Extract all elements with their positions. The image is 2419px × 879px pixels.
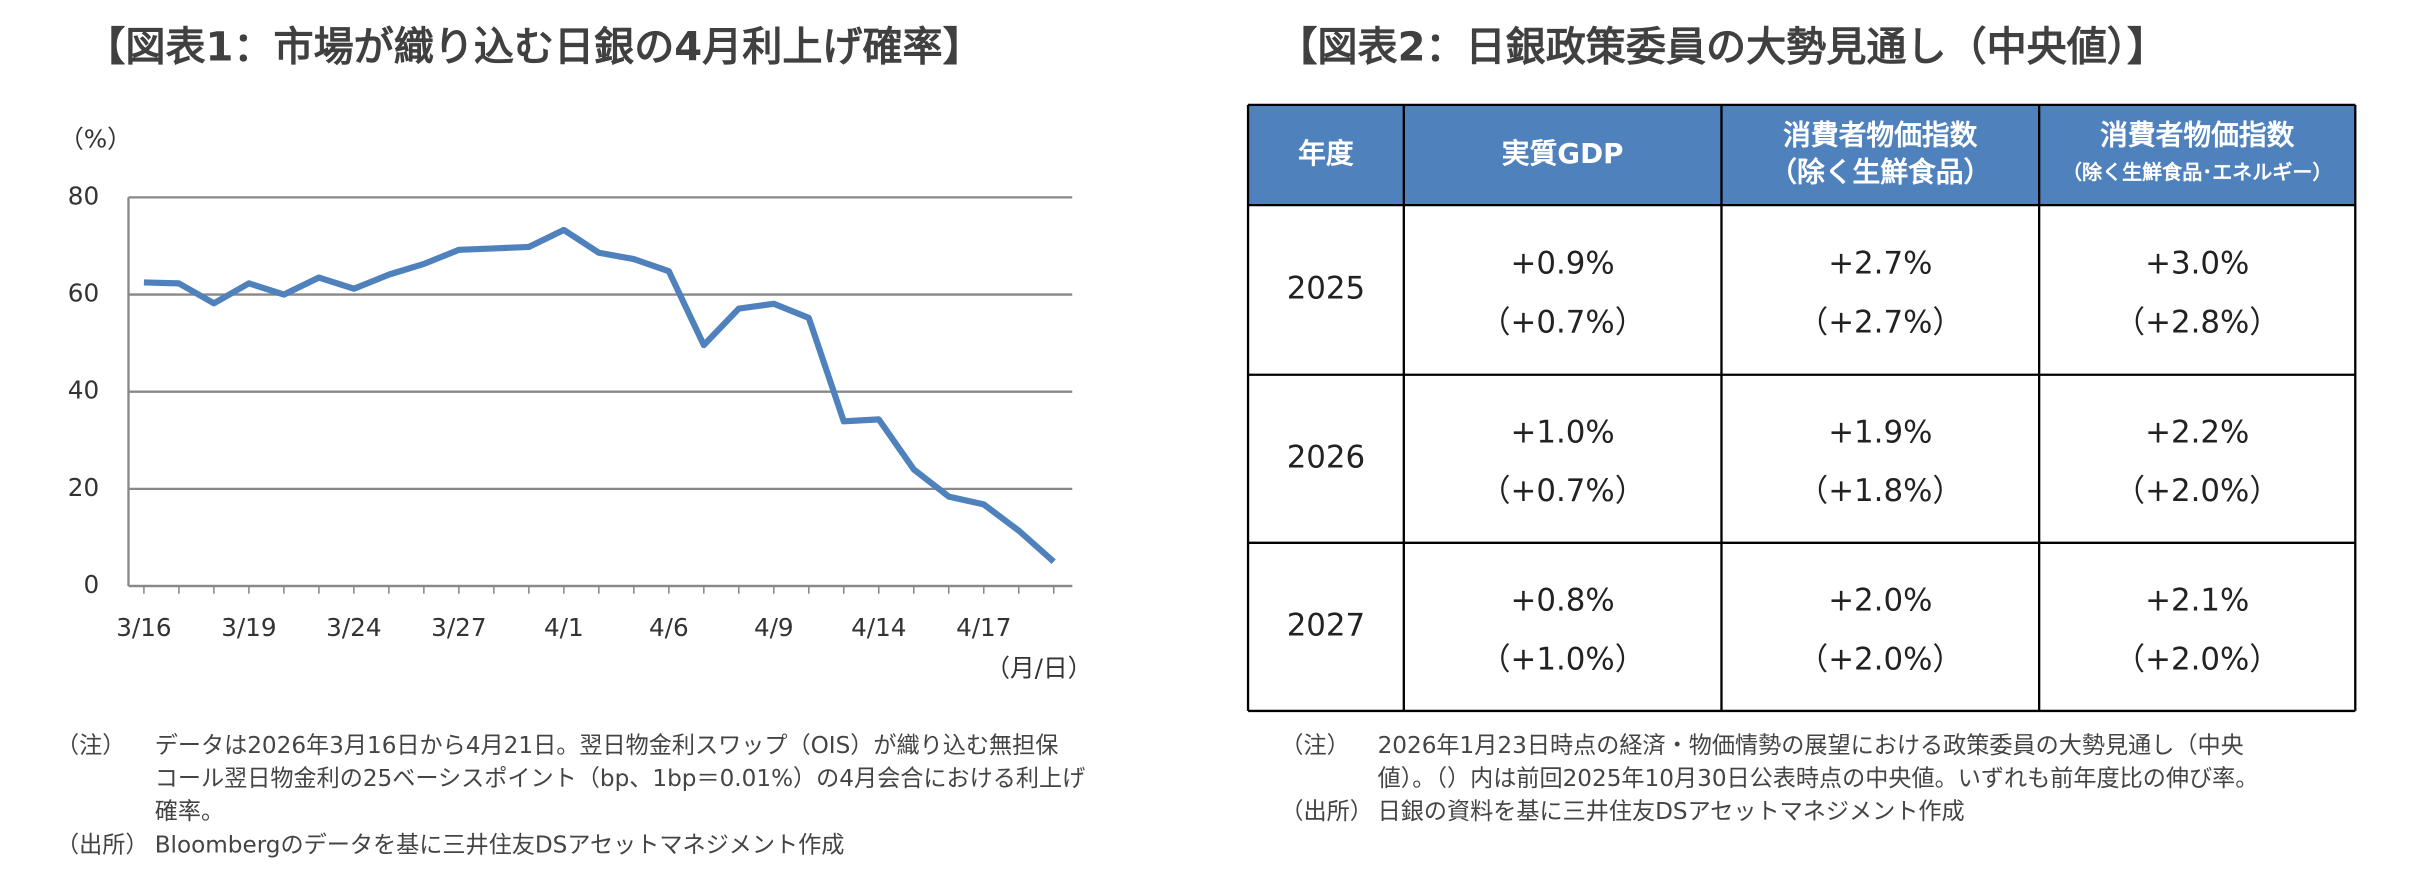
table-header-bg (1248, 104, 2356, 206)
y-axis-label: （%） (59, 124, 132, 153)
table-cell: （+0.7%） (1480, 304, 1646, 340)
table-header-cell: 年度 (1298, 137, 1354, 170)
note-text: データは2026年3月16日から4月21日。翌日物金利スワップ（OIS）が織り込… (155, 733, 1059, 759)
x-tick-label: 3/19 (221, 613, 276, 642)
x-tick-label: 3/16 (116, 613, 171, 642)
y-tick-label: 40 (68, 376, 99, 405)
table-header-cell: 消費者物価指数 (1783, 118, 1978, 151)
table-cell: （+1.8%） (1797, 473, 1963, 509)
table-cell: +2.1% (2145, 583, 2249, 619)
x-tick-label: 3/24 (326, 613, 381, 642)
note-text: コール翌日物金利の25ベーシスポイント（bp、1bp＝0.01%）の4月会合にお… (155, 766, 1086, 792)
y-tick-label: 20 (68, 473, 99, 502)
table-cell: （+2.0%） (2114, 473, 2280, 509)
note-text: 値）。（）内は前回2025年10月30日公表時点の中央値。いずれも前年度比の伸び… (1378, 766, 2259, 792)
table-cell: +3.0% (2145, 246, 2249, 282)
line-series (143, 226, 1056, 565)
table-row-header: 2027 (1287, 607, 1365, 643)
table-header-cell: （除く生鮮食品） (1769, 155, 1991, 188)
note-label: （注） (56, 733, 125, 759)
table-row-header: 2025 (1287, 270, 1365, 306)
y-tick-label: 80 (68, 181, 99, 210)
note-text: Bloombergのデータを基に三井住友DSアセットマネジメント作成 (155, 832, 845, 858)
table-cell: （+1.0%） (1480, 641, 1646, 677)
x-tick-label: 4/14 (851, 613, 906, 642)
table-cell: （+2.0%） (2114, 641, 2280, 677)
note-label: （出所） (56, 832, 149, 858)
y-tick-label: 60 (68, 279, 99, 308)
table-header-cell: （除く生鮮食品･エネルギー） (2062, 160, 2332, 184)
table-cell: （+2.0%） (1797, 641, 1963, 677)
table-cell: +1.9% (1828, 415, 1932, 451)
table-cell: +2.2% (2145, 415, 2249, 451)
table-cell: +0.8% (1511, 583, 1615, 619)
table-cell: （+0.7%） (1480, 473, 1646, 509)
x-tick-label: 4/6 (649, 613, 689, 642)
x-tick-label: 3/27 (431, 613, 486, 642)
note-text: 2026年1月23日時点の経済・物価情勢の展望における政策委員の大勢見通し（中央 (1378, 733, 2244, 759)
note-label: （注） (1280, 733, 1349, 759)
note-text: 確率。 (155, 799, 224, 825)
table-cell: +0.9% (1511, 246, 1615, 282)
table-cell: +1.0% (1511, 415, 1615, 451)
table-cell: （+2.7%） (1797, 304, 1963, 340)
x-axis-label: （月/日） (985, 653, 1092, 682)
note-label: （出所） (1280, 799, 1372, 825)
table-cell: （+2.8%） (2114, 304, 2280, 340)
table-header-cell: 実質GDP (1502, 137, 1624, 170)
note-text: 日銀の資料を基に三井住友DSアセットマネジメント作成 (1378, 799, 1965, 825)
table-cell: +2.0% (1828, 583, 1932, 619)
table-header-cell: 消費者物価指数 (2100, 118, 2295, 151)
table-title: 【図表2：日銀政策委員の大勢見通し（中央値）】 (1277, 24, 2167, 70)
x-tick-label: 4/1 (544, 613, 584, 642)
y-tick-label: 0 (83, 570, 99, 599)
x-tick-label: 4/17 (956, 613, 1011, 642)
chart-title: 【図表1：市場が織り込む日銀の4月利上げ確率】 (85, 24, 982, 70)
table-row-header: 2026 (1287, 439, 1365, 475)
x-tick-label: 4/9 (754, 613, 794, 642)
table-cell: +2.7% (1828, 246, 1932, 282)
